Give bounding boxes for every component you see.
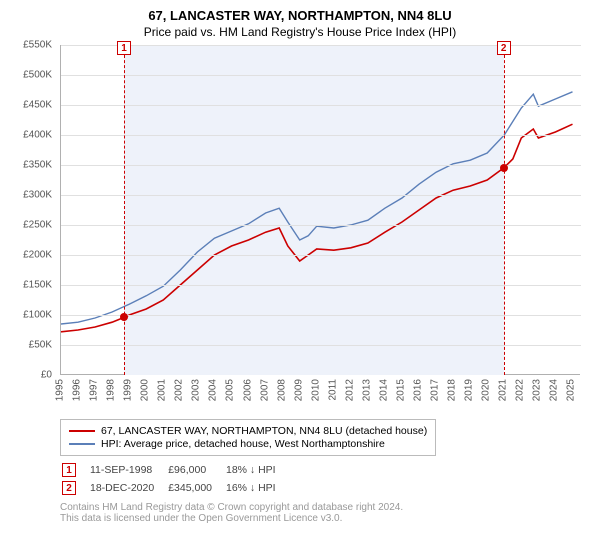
transaction-price: £96,000: [168, 462, 224, 478]
chart-area: £0£50K£100K£150K£200K£250K£300K£350K£400…: [12, 45, 588, 415]
y-axis-labels: £0£50K£100K£150K£200K£250K£300K£350K£400…: [12, 45, 56, 375]
table-row: 1 11-SEP-1998 £96,000 18% ↓ HPI: [62, 462, 288, 478]
legend-swatch: [69, 443, 95, 445]
marker-icon: 2: [62, 481, 76, 495]
footer: Contains HM Land Registry data © Crown c…: [60, 502, 588, 524]
page-subtitle: Price paid vs. HM Land Registry's House …: [12, 25, 588, 39]
legend-item: 67, LANCASTER WAY, NORTHAMPTON, NN4 8LU …: [69, 425, 427, 437]
transaction-delta: 18% ↓ HPI: [226, 462, 288, 478]
transaction-price: £345,000: [168, 480, 224, 496]
legend-label: HPI: Average price, detached house, West…: [101, 438, 385, 450]
legend-swatch: [69, 430, 95, 432]
transaction-delta: 16% ↓ HPI: [226, 480, 288, 496]
footer-line: This data is licensed under the Open Gov…: [60, 513, 588, 524]
transactions-table: 1 11-SEP-1998 £96,000 18% ↓ HPI 2 18-DEC…: [60, 460, 290, 498]
page-title: 67, LANCASTER WAY, NORTHAMPTON, NN4 8LU: [12, 8, 588, 23]
table-row: 2 18-DEC-2020 £345,000 16% ↓ HPI: [62, 480, 288, 496]
transaction-date: 11-SEP-1998: [90, 462, 166, 478]
chart-container: 67, LANCASTER WAY, NORTHAMPTON, NN4 8LU …: [0, 0, 600, 530]
plot-region: 12: [60, 45, 580, 375]
x-axis-labels: 1995199619971998199920002001200220032004…: [60, 377, 580, 415]
footer-line: Contains HM Land Registry data © Crown c…: [60, 502, 588, 513]
marker-icon: 1: [62, 463, 76, 477]
legend-label: 67, LANCASTER WAY, NORTHAMPTON, NN4 8LU …: [101, 425, 427, 437]
legend-item: HPI: Average price, detached house, West…: [69, 438, 427, 450]
transaction-date: 18-DEC-2020: [90, 480, 166, 496]
legend: 67, LANCASTER WAY, NORTHAMPTON, NN4 8LU …: [60, 419, 436, 456]
